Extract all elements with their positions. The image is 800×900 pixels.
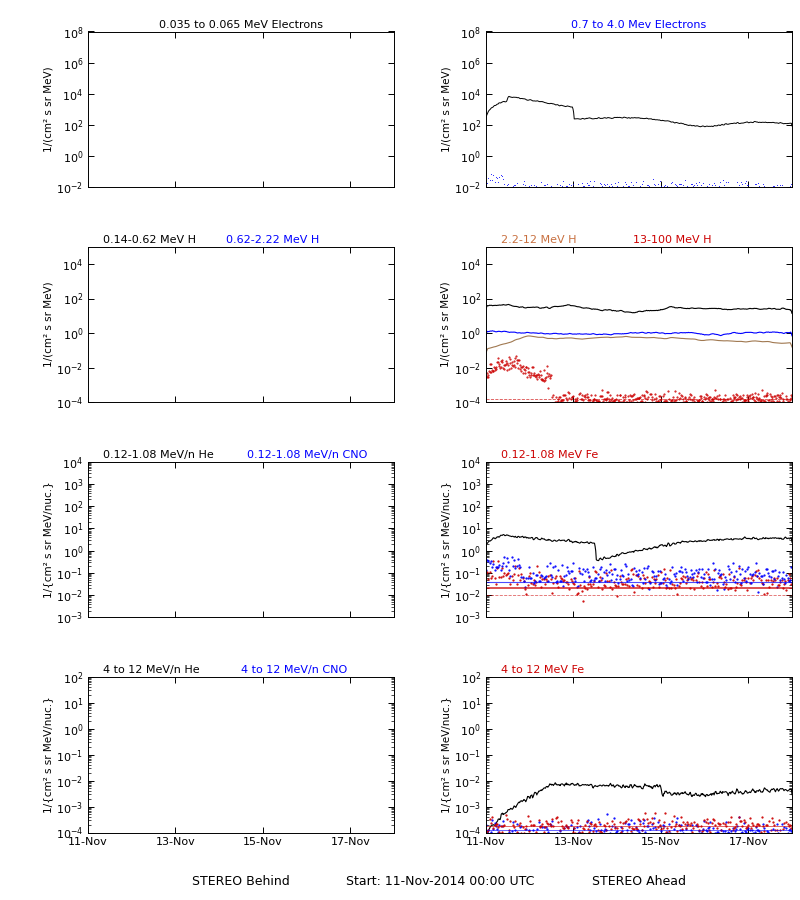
Text: 13-100 MeV H: 13-100 MeV H — [633, 235, 711, 245]
Text: 0.12-1.08 MeV/n CNO: 0.12-1.08 MeV/n CNO — [247, 450, 367, 460]
Text: 4 to 12 MeV/n CNO: 4 to 12 MeV/n CNO — [241, 665, 347, 675]
Y-axis label: 1/(cm² s sr MeV): 1/(cm² s sr MeV) — [43, 67, 54, 152]
Y-axis label: 1/{cm² s sr MeV/nuc.}: 1/{cm² s sr MeV/nuc.} — [43, 697, 53, 813]
Text: 0.62-2.22 MeV H: 0.62-2.22 MeV H — [226, 235, 319, 245]
Y-axis label: 1/(cm² s sr MeV): 1/(cm² s sr MeV) — [442, 67, 451, 152]
Text: 0.035 to 0.065 MeV Electrons: 0.035 to 0.065 MeV Electrons — [159, 20, 323, 30]
Text: STEREO Ahead: STEREO Ahead — [592, 875, 686, 887]
Text: Start: 11-Nov-2014 00:00 UTC: Start: 11-Nov-2014 00:00 UTC — [346, 875, 534, 887]
Y-axis label: 1/(cm² s sr MeV): 1/(cm² s sr MeV) — [43, 282, 53, 367]
Text: 0.12-1.08 MeV Fe: 0.12-1.08 MeV Fe — [502, 450, 598, 460]
Y-axis label: 1/{cm² s sr MeV/nuc.}: 1/{cm² s sr MeV/nuc.} — [43, 482, 54, 598]
Y-axis label: 1/{cm² s sr MeV/nuc.}: 1/{cm² s sr MeV/nuc.} — [442, 482, 451, 598]
Text: 0.7 to 4.0 Mev Electrons: 0.7 to 4.0 Mev Electrons — [571, 20, 706, 30]
Text: STEREO Behind: STEREO Behind — [192, 875, 290, 887]
Text: 4 to 12 MeV Fe: 4 to 12 MeV Fe — [502, 665, 584, 675]
Text: 0.14-0.62 MeV H: 0.14-0.62 MeV H — [103, 235, 196, 245]
Text: 0.12-1.08 MeV/n He: 0.12-1.08 MeV/n He — [103, 450, 214, 460]
Y-axis label: 1/(cm² s sr MeV): 1/(cm² s sr MeV) — [441, 282, 451, 367]
Text: 4 to 12 MeV/n He: 4 to 12 MeV/n He — [103, 665, 200, 675]
Y-axis label: 1/{cm² s sr MeV/nuc.}: 1/{cm² s sr MeV/nuc.} — [441, 697, 451, 813]
Text: 2.2-12 MeV H: 2.2-12 MeV H — [502, 235, 577, 245]
